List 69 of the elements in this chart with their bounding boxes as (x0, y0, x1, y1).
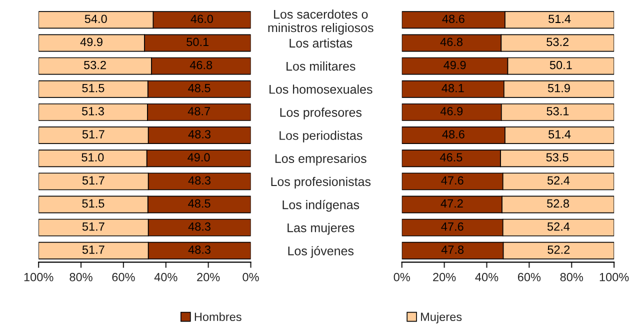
y-tick-label: Los empresarios (275, 154, 366, 166)
data-label: 47.6 (441, 176, 464, 185)
data-label: 48.6 (442, 14, 464, 24)
data-label: 49.9 (444, 60, 466, 70)
data-label: 53.5 (546, 153, 568, 162)
data-label: 48.3 (188, 130, 210, 138)
y-tick-label: Los militares (286, 62, 356, 71)
data-label: 51.7 (82, 176, 104, 185)
data-label: 48.1 (442, 84, 464, 92)
data-label: 48.7 (188, 107, 210, 116)
data-label: 51.5 (82, 199, 104, 208)
data-label: 52.4 (547, 222, 570, 231)
y-tick-label: Los indígenas (282, 200, 360, 212)
data-label: 50.1 (186, 38, 209, 46)
x-tick-label: 40% (475, 272, 498, 282)
data-label: 52.2 (548, 245, 570, 254)
x-tick-label: 20% (433, 272, 456, 282)
y-tick-label: Las mujeres (288, 223, 354, 235)
data-label: 46.8 (190, 60, 212, 70)
data-label: 53.1 (546, 107, 569, 116)
data-label: 46.0 (190, 14, 213, 24)
data-label: 53.2 (546, 38, 569, 46)
data-label: 48.5 (188, 199, 210, 208)
x-tick-label: 60% (518, 272, 541, 282)
y-tick-label: Los profesionistas (271, 176, 371, 189)
data-label: 54.0 (84, 14, 107, 24)
y-tick-label: Los sacerdotes o ministros religiosos (268, 10, 374, 35)
y-tick-label: Los jóvenes (288, 246, 354, 258)
legend-label: Mujeres (421, 312, 462, 324)
x-tick-label: 0% (394, 272, 410, 282)
data-label: 51.9 (548, 84, 570, 92)
data-label: 51.7 (82, 130, 104, 138)
data-label: 52.8 (547, 199, 570, 208)
data-label: 49.9 (80, 38, 102, 46)
x-tick-label: 100% (600, 272, 629, 282)
data-label: 47.6 (441, 222, 464, 231)
data-label: 51.4 (548, 130, 571, 138)
data-label: 46.9 (440, 107, 463, 116)
data-label: 51.0 (82, 153, 104, 162)
x-tick-label: 80% (70, 272, 92, 282)
x-tick-label: 100% (24, 272, 54, 282)
y-tick-label: Los artistas (290, 38, 352, 48)
data-label: 48.5 (188, 84, 210, 92)
data-label: 47.8 (441, 245, 464, 254)
data-label: 52.4 (547, 176, 570, 185)
data-label: 51.5 (82, 84, 104, 92)
data-label: 53.2 (84, 60, 106, 70)
x-tick-label: 40% (154, 272, 178, 282)
data-label: 48.3 (188, 245, 210, 254)
data-label: 46.5 (440, 153, 462, 162)
data-label: 51.7 (82, 222, 104, 231)
y-tick-label: Los homosexuales (270, 84, 372, 94)
data-label: 50.1 (550, 60, 572, 70)
y-tick-label: Los profesores (280, 108, 362, 120)
data-label: 46.8 (440, 38, 463, 46)
data-label: 48.3 (188, 176, 210, 185)
data-label: 48.6 (442, 130, 464, 138)
data-label: 47.2 (440, 199, 463, 208)
x-tick-label: 20% (197, 272, 220, 282)
data-label: 51.4 (548, 14, 571, 24)
legend-label: Hombres (194, 312, 242, 322)
y-tick-label: Los periodistas (280, 130, 362, 142)
data-label: 51.3 (82, 107, 104, 116)
data-label: 48.3 (188, 222, 210, 231)
data-label: 49.0 (188, 153, 210, 162)
x-tick-label: 0% (242, 272, 259, 282)
x-tick-label: 80% (560, 272, 584, 282)
x-tick-label: 60% (112, 272, 135, 282)
data-label: 51.7 (82, 246, 104, 254)
